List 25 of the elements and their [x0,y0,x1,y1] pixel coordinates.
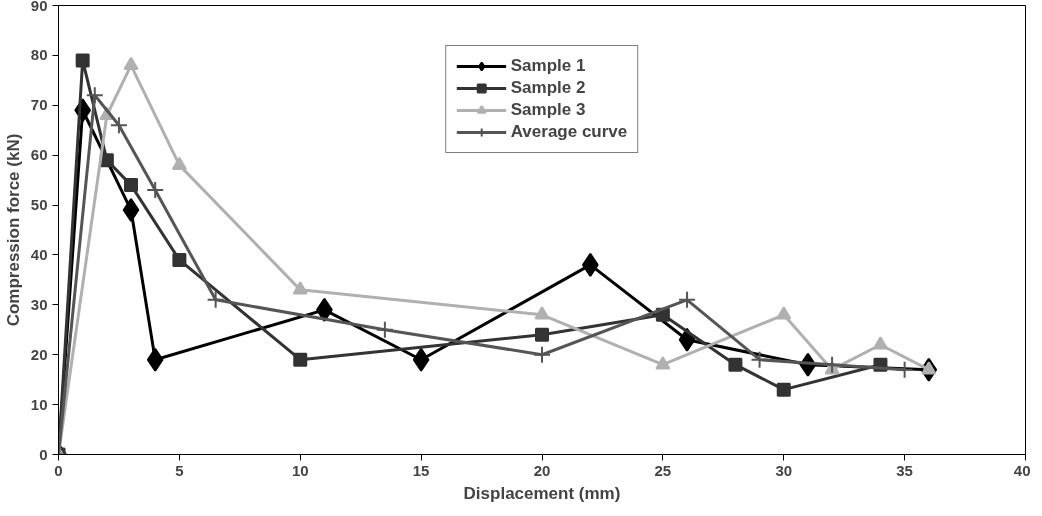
x-tick-label: 10 [291,461,309,479]
x-tick-label: 35 [896,461,913,479]
x-tick-label: 5 [175,461,184,479]
y-tick-label: 0 [39,445,48,463]
y-tick-label: 90 [30,0,48,14]
x-tick-label: 15 [412,461,430,479]
x-tick-label: 0 [54,461,63,479]
y-tick-label: 50 [30,196,48,214]
y-tick-label: 80 [30,46,48,64]
y-tick-label: 30 [30,295,48,313]
x-tick-label: 25 [654,461,672,479]
x-tick-label: 20 [533,461,551,479]
y-axis-title: Compression force (kN) [3,133,23,327]
y-tick-label: 40 [30,245,48,263]
legend-label: Sample 2 [510,78,586,98]
x-axis-title: Displacement (mm) [463,483,621,503]
legend-label: Sample 3 [510,100,586,120]
y-tick-label: 70 [30,96,48,114]
y-tick-label: 10 [30,395,48,413]
y-tick-label: 60 [30,146,48,164]
legend-label: Sample 1 [510,56,586,76]
y-tick-label: 20 [30,345,48,363]
x-tick-label: 30 [775,461,793,479]
x-tick-label: 40 [1013,461,1031,479]
legend-label: Average curve [510,122,628,142]
